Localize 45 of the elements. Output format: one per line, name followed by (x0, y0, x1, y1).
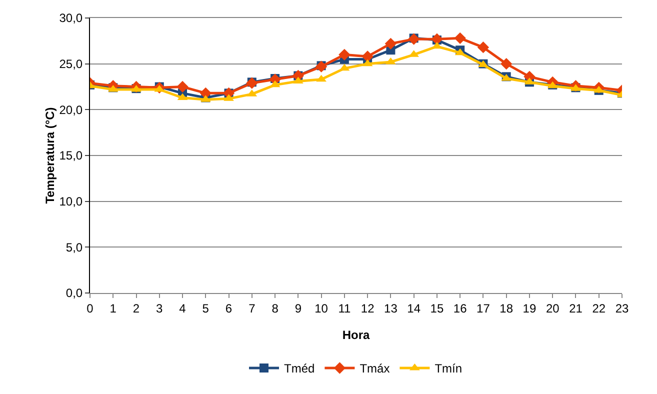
x-tick-label: 23 (615, 301, 629, 316)
point (384, 38, 397, 50)
x-tick-label: 12 (360, 301, 375, 316)
x-tick-label: 8 (272, 301, 279, 316)
x-tick-label: 0 (86, 301, 94, 316)
x-tick-label: 9 (294, 301, 302, 316)
y-axis-title: Temperatura (°C) (43, 107, 58, 204)
point (176, 80, 188, 93)
legend-label: Tmáx (360, 362, 390, 376)
x-tick-label: 15 (430, 301, 444, 316)
x-tick-label: 4 (179, 301, 186, 316)
x-tick-label: 16 (453, 301, 468, 316)
x-tick-label: 17 (476, 301, 490, 316)
x-axis-title: Hora (342, 328, 370, 342)
x-tick-label: 21 (569, 301, 583, 316)
x-tick-label: 3 (156, 301, 164, 316)
x-tick-label: 10 (314, 301, 328, 316)
y-tick-label: 0,0 (66, 286, 83, 300)
y-tick-label: 10,0 (59, 194, 83, 209)
x-tick-label: 11 (338, 301, 351, 316)
point (454, 32, 466, 44)
point (338, 48, 350, 61)
y-tick-label: 25,0 (59, 57, 83, 72)
x-tick-label: 13 (384, 301, 398, 316)
x-tick-label: 6 (225, 301, 232, 316)
x-tick-label: 18 (500, 301, 514, 316)
point (500, 58, 512, 70)
y-tick-label: 30,0 (59, 11, 83, 26)
x-tick-label: 20 (546, 301, 560, 316)
y-tick-label: 15,0 (59, 148, 83, 163)
y-tick-label: 20,0 (59, 102, 83, 117)
point (477, 41, 490, 54)
point (431, 33, 443, 45)
x-tick-label: 19 (522, 301, 536, 316)
x-tick-label: 5 (202, 301, 210, 316)
x-tick-label: 1 (110, 301, 117, 316)
legend-label: Tméd (284, 362, 315, 376)
x-tick-label: 2 (132, 301, 140, 316)
x-tick-label: 22 (592, 301, 606, 316)
point (362, 50, 374, 62)
y-tick-label: 5,0 (66, 240, 83, 254)
x-tick-label: 7 (248, 301, 256, 316)
legend-label: Tmín (434, 362, 462, 376)
point (316, 74, 326, 82)
x-tick-label: 14 (407, 301, 421, 316)
